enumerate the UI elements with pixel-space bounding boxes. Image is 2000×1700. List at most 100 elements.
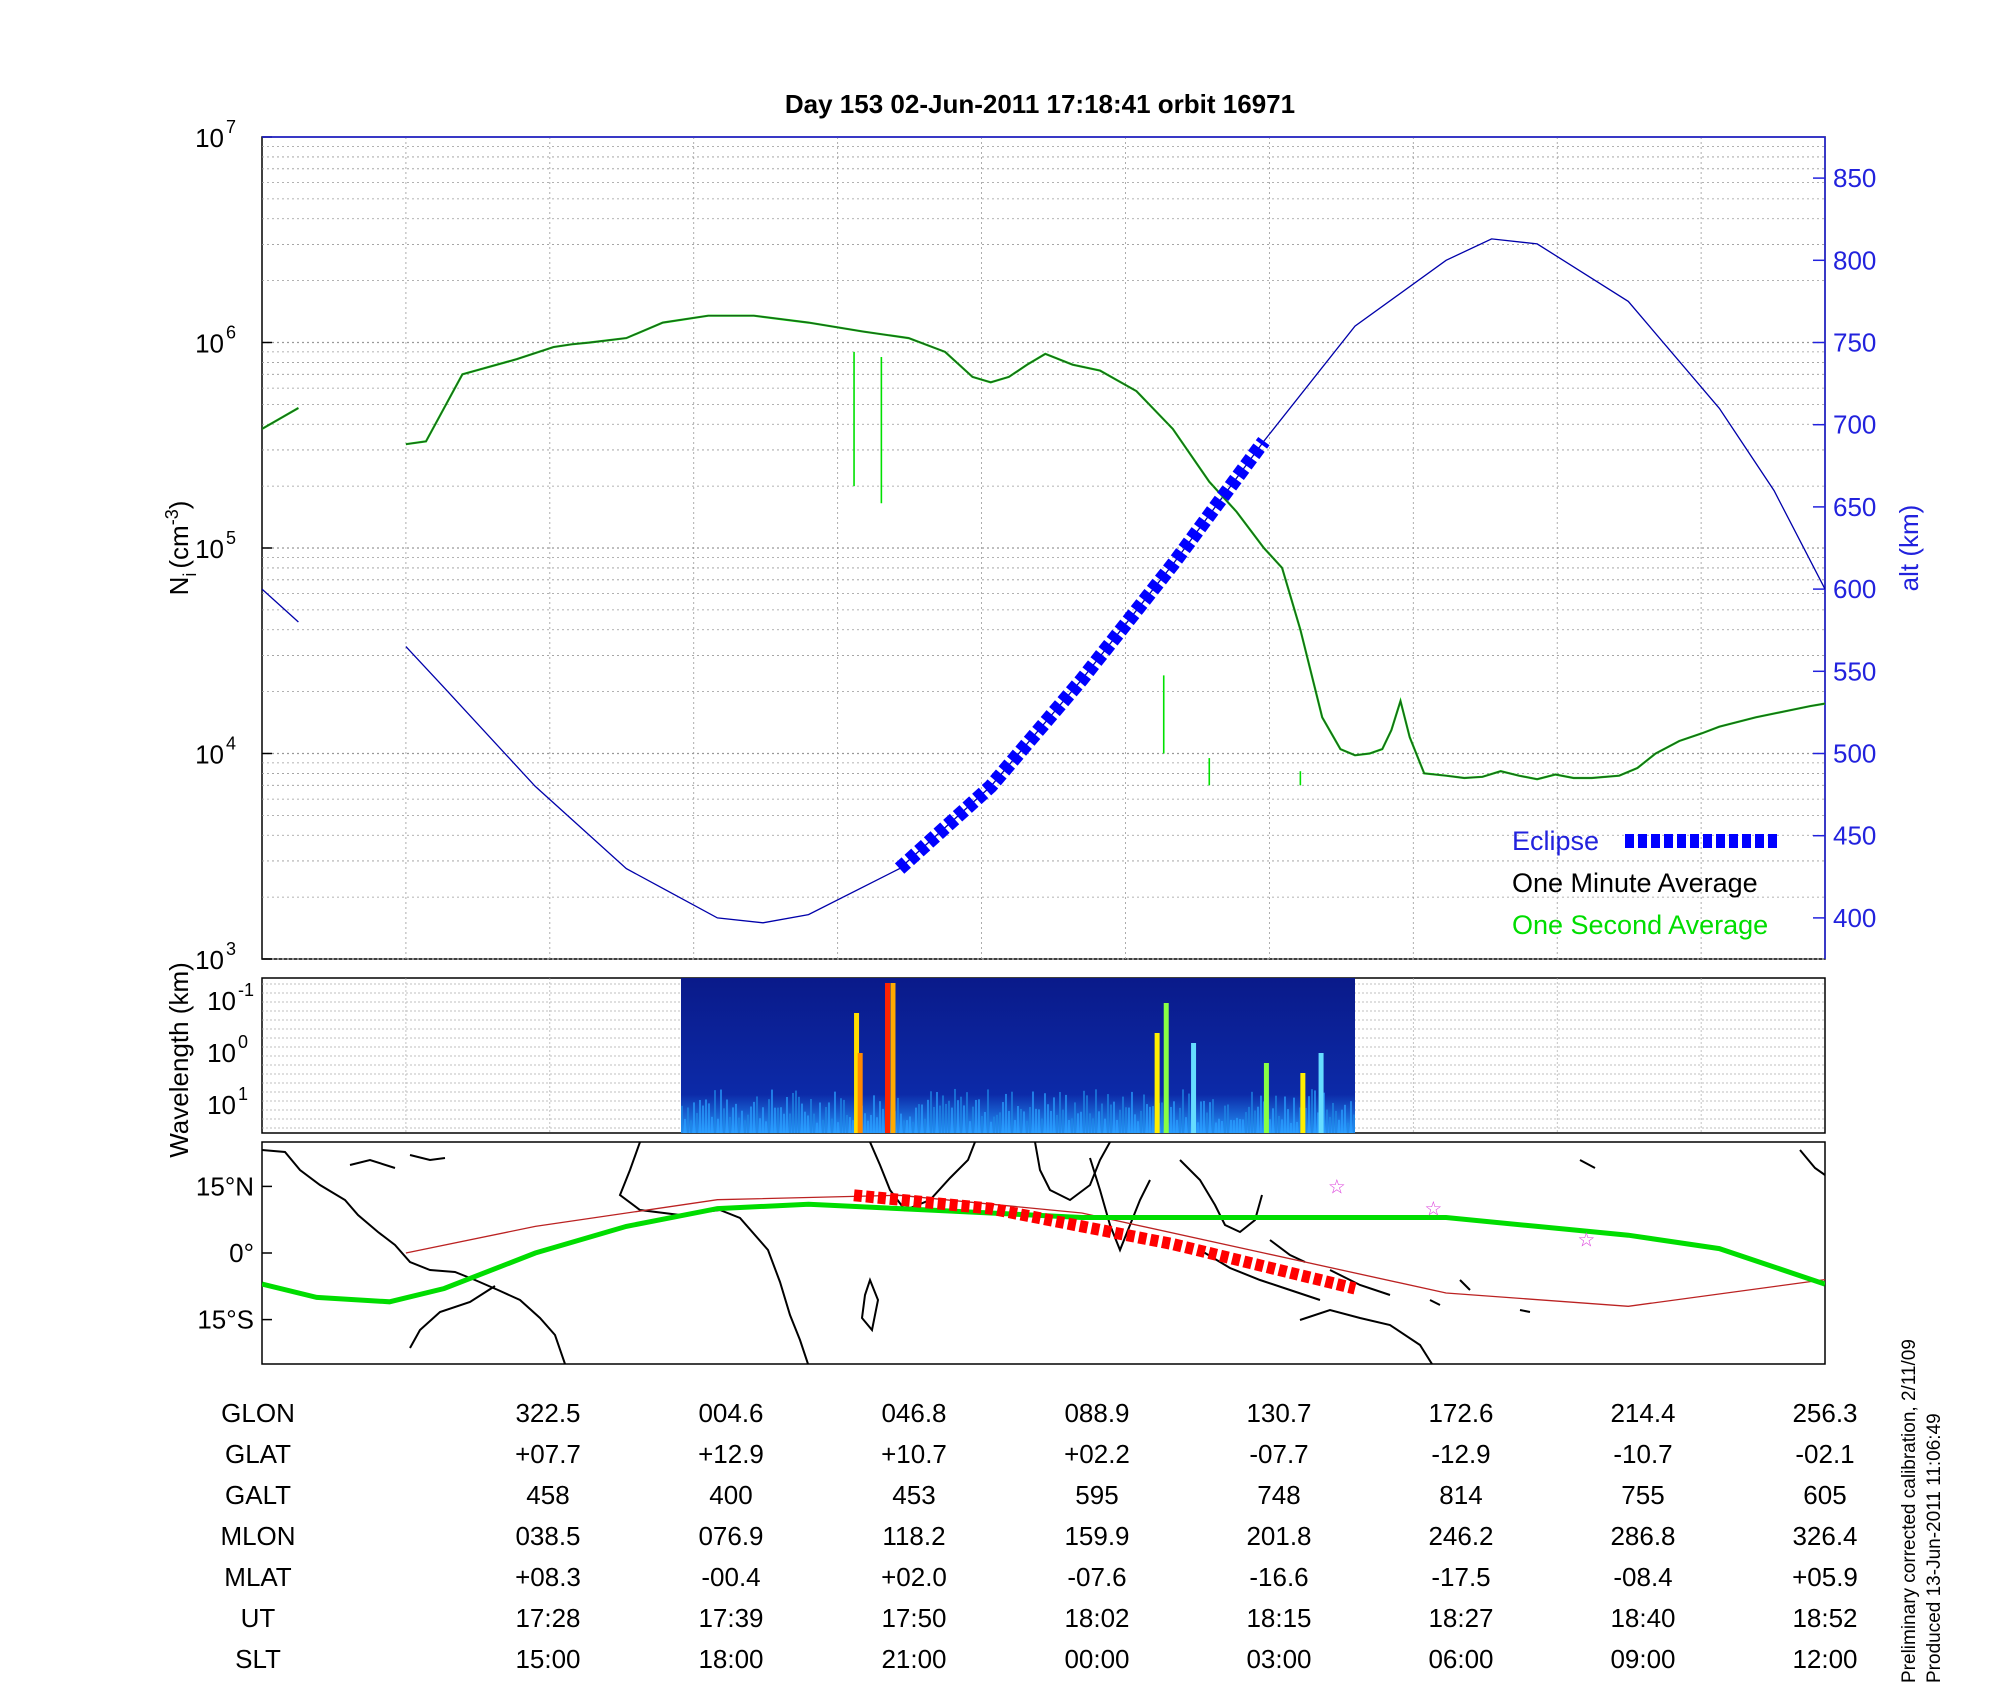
chart-title: Day 153 02-Jun-2011 17:18:41 orbit 16971	[785, 89, 1295, 119]
table-cell: 605	[1803, 1480, 1846, 1510]
spectrogram-texture	[743, 1120, 746, 1133]
spectrogram-burst	[857, 1053, 863, 1133]
spectrogram-texture	[1040, 1118, 1043, 1133]
spectrogram-texture	[803, 1111, 806, 1133]
spectrogram-texture	[701, 1105, 704, 1133]
spectrogram-texture	[1187, 1093, 1190, 1133]
map-y-tick-label: 15°S	[197, 1305, 254, 1335]
spectrogram-texture	[995, 1114, 998, 1133]
spectrogram-texture	[1142, 1094, 1145, 1133]
table-cell: +05.9	[1792, 1562, 1858, 1592]
spectrogram-texture	[872, 1095, 875, 1133]
spectrogram-texture	[812, 1113, 815, 1133]
spectrogram-texture	[689, 1120, 692, 1133]
altitude-y-axis-label: alt (km)	[1894, 505, 1924, 592]
coastline-asia	[1034, 1142, 1111, 1202]
spectrogram-texture	[1115, 1119, 1118, 1133]
table-row-label: GLON	[221, 1398, 295, 1428]
spectrogram-texture	[1001, 1102, 1004, 1133]
spectrogram-texture	[1025, 1120, 1028, 1133]
spectrogram-texture	[938, 1105, 941, 1133]
altitude-y-tick-label: 400	[1833, 903, 1876, 933]
one-minute-line	[262, 407, 299, 430]
table-cell: 130.7	[1246, 1398, 1311, 1428]
table-cell: 18:02	[1064, 1603, 1129, 1633]
altitude-line	[405, 238, 1825, 924]
spectrogram-texture	[1133, 1114, 1136, 1133]
spectrogram-texture	[1253, 1110, 1256, 1133]
spectrogram-texture	[1097, 1111, 1100, 1133]
sun-terminator-track	[405, 1194, 1825, 1307]
spectrogram-texture	[1112, 1101, 1115, 1133]
spectrogram-texture	[1049, 1110, 1052, 1133]
spectrogram-texture	[752, 1101, 755, 1133]
spectrogram-texture	[941, 1095, 944, 1133]
spectrogram-texture	[773, 1107, 776, 1133]
spectrogram-texture	[971, 1106, 974, 1133]
spectrogram-texture	[1325, 1109, 1328, 1133]
spectrogram-texture	[923, 1118, 926, 1133]
table-row-label: UT	[241, 1603, 276, 1633]
spectrogram-texture	[824, 1107, 827, 1133]
coastline-south-america-east	[409, 1285, 496, 1349]
eclipse-series	[894, 436, 1270, 874]
spectrogram-texture	[1220, 1121, 1223, 1133]
spectrogram-texture	[1148, 1106, 1151, 1133]
spectrogram-y-tick-exponent: 0	[238, 1032, 248, 1052]
spectrogram-texture	[959, 1096, 962, 1133]
table-cell: +02.0	[881, 1562, 947, 1592]
spectrogram-texture	[1169, 1106, 1172, 1133]
spectrogram-texture	[692, 1102, 695, 1133]
one-second-series	[853, 351, 1302, 786]
density-y-tick-exponent: 3	[226, 939, 236, 959]
table-cell: +08.3	[515, 1562, 581, 1592]
table-cell: -07.6	[1067, 1562, 1126, 1592]
table-cell: 00:00	[1064, 1644, 1129, 1674]
spectrogram-texture	[707, 1103, 710, 1133]
density-y-axis-label: Ni(cm-3)	[162, 501, 200, 596]
spectrogram-texture	[1124, 1107, 1127, 1133]
spectrogram-texture	[1223, 1105, 1226, 1133]
spectrogram-texture	[1244, 1112, 1247, 1133]
spectrogram-texture	[1283, 1096, 1286, 1133]
spectrogram-texture	[1073, 1102, 1076, 1133]
table-row-label: SLT	[235, 1644, 281, 1674]
spectrogram-texture	[917, 1104, 920, 1133]
altitude-y-tick-label: 750	[1833, 328, 1876, 358]
spectrogram-texture	[806, 1115, 809, 1133]
spectrogram-texture	[902, 1120, 905, 1133]
spectrogram-texture	[1181, 1089, 1184, 1133]
table-cell: 322.5	[515, 1398, 580, 1428]
spectrogram-texture	[704, 1099, 707, 1133]
spectrogram-texture	[935, 1091, 938, 1133]
table-cell: 18:15	[1246, 1603, 1311, 1633]
spectrogram-texture	[1322, 1092, 1325, 1133]
table-cell: 453	[892, 1480, 935, 1510]
density-y-tick-exponent: 7	[226, 117, 236, 137]
map-panel: ☆ ☆ ☆ 15°N 0° 15°S	[196, 1141, 1826, 1365]
spectrogram-texture	[1088, 1113, 1091, 1133]
spectrogram-y-tick-label: 10	[207, 1038, 236, 1068]
density-y-tick-label: 10	[195, 534, 224, 564]
spectrogram-texture	[962, 1105, 965, 1133]
spectrogram-texture	[1061, 1109, 1064, 1133]
spectrogram-texture	[1226, 1104, 1229, 1133]
spectrogram-texture	[767, 1099, 770, 1133]
spectrogram-texture	[1130, 1091, 1133, 1133]
orbit-parameter-table: GLON 322.5 004.6 046.8 088.9 130.7 172.6 214.4 2…	[220, 1398, 1857, 1674]
spectrogram-burst	[1191, 1043, 1197, 1133]
spectrogram-texture	[680, 1105, 683, 1133]
spectrogram-texture	[1352, 1114, 1355, 1133]
coastline-caribbean	[349, 1154, 446, 1169]
table-cell: 246.2	[1428, 1521, 1493, 1551]
map-y-tick-label: 15°N	[196, 1171, 254, 1201]
map-y-ticks: 15°N 0° 15°S	[196, 1171, 272, 1335]
density-grid	[262, 137, 1825, 960]
map-y-tick-label: 0°	[229, 1238, 254, 1268]
spectrogram-texture	[1232, 1120, 1235, 1133]
legend-one-minute-label: One Minute Average	[1512, 868, 1758, 898]
